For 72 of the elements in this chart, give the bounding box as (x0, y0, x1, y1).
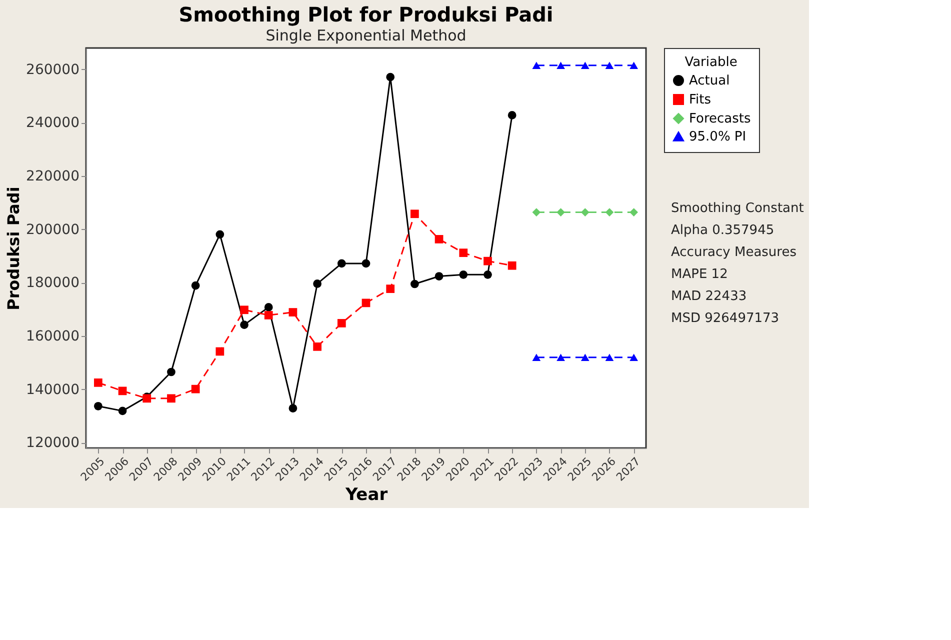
point (313, 280, 322, 288)
point (630, 62, 638, 69)
point (556, 62, 565, 69)
point (580, 208, 590, 216)
point (191, 281, 200, 290)
y-axis-title: Produksi Padi (4, 186, 24, 310)
y-tick-label: 120000 (26, 435, 80, 452)
y-tick-label: 140000 (26, 382, 80, 398)
point (459, 248, 468, 257)
point (434, 272, 444, 280)
point (532, 208, 541, 216)
point (484, 270, 492, 279)
chart-subtitle: Single Exponential Method (266, 26, 466, 44)
point (630, 208, 638, 216)
point (216, 230, 224, 239)
point (94, 378, 102, 387)
point (556, 354, 565, 361)
legend-label: Forecasts (689, 112, 752, 126)
y-tick-label: 220000 (26, 168, 80, 184)
point (484, 256, 492, 266)
y-tick-label: 160000 (26, 328, 80, 344)
point (580, 62, 590, 69)
y-tick-label: 180000 (26, 275, 80, 292)
point (605, 208, 614, 216)
point (264, 311, 273, 320)
point (240, 320, 248, 329)
point (167, 394, 176, 403)
legend-label: 95.0% PI (689, 130, 746, 144)
point (434, 235, 444, 244)
point (94, 402, 102, 410)
point (580, 354, 590, 361)
text: MAD 22433 (671, 289, 747, 304)
point (264, 303, 273, 312)
point (216, 347, 224, 356)
point (337, 259, 346, 268)
point (362, 259, 370, 268)
point (556, 208, 565, 216)
text: Smoothing Constant (671, 201, 804, 216)
point (167, 368, 176, 376)
point (605, 62, 614, 69)
point (630, 354, 638, 361)
legend-title: Variable (684, 55, 738, 70)
x-axis-title: Year (344, 485, 388, 506)
point (288, 404, 298, 412)
chart-title: Smoothing Plot for Produksi Padi (178, 2, 554, 26)
y-tick-label: 240000 (26, 115, 80, 132)
point (410, 280, 419, 288)
point (362, 298, 370, 308)
point (508, 261, 516, 270)
point (118, 406, 127, 416)
point (191, 384, 200, 394)
text: MSD 926497173 (671, 311, 780, 326)
text: Alpha 0.357945 (671, 223, 774, 238)
text: Accuracy Measures (671, 245, 797, 260)
point (605, 354, 614, 361)
y-tick-label: 200000 (26, 222, 80, 238)
point (288, 308, 298, 316)
point (386, 284, 395, 293)
point (337, 319, 346, 328)
point (532, 62, 541, 69)
point (459, 270, 468, 279)
point (508, 111, 516, 120)
point (410, 210, 419, 218)
point (532, 354, 541, 361)
text: MAPE 12 (671, 267, 728, 282)
legend-label: Fits (689, 92, 712, 108)
point (386, 72, 395, 82)
y-tick-label: 260000 (26, 62, 80, 78)
point (118, 386, 127, 396)
legend-label: Actual (689, 74, 730, 88)
point (313, 342, 322, 351)
point (240, 306, 248, 314)
